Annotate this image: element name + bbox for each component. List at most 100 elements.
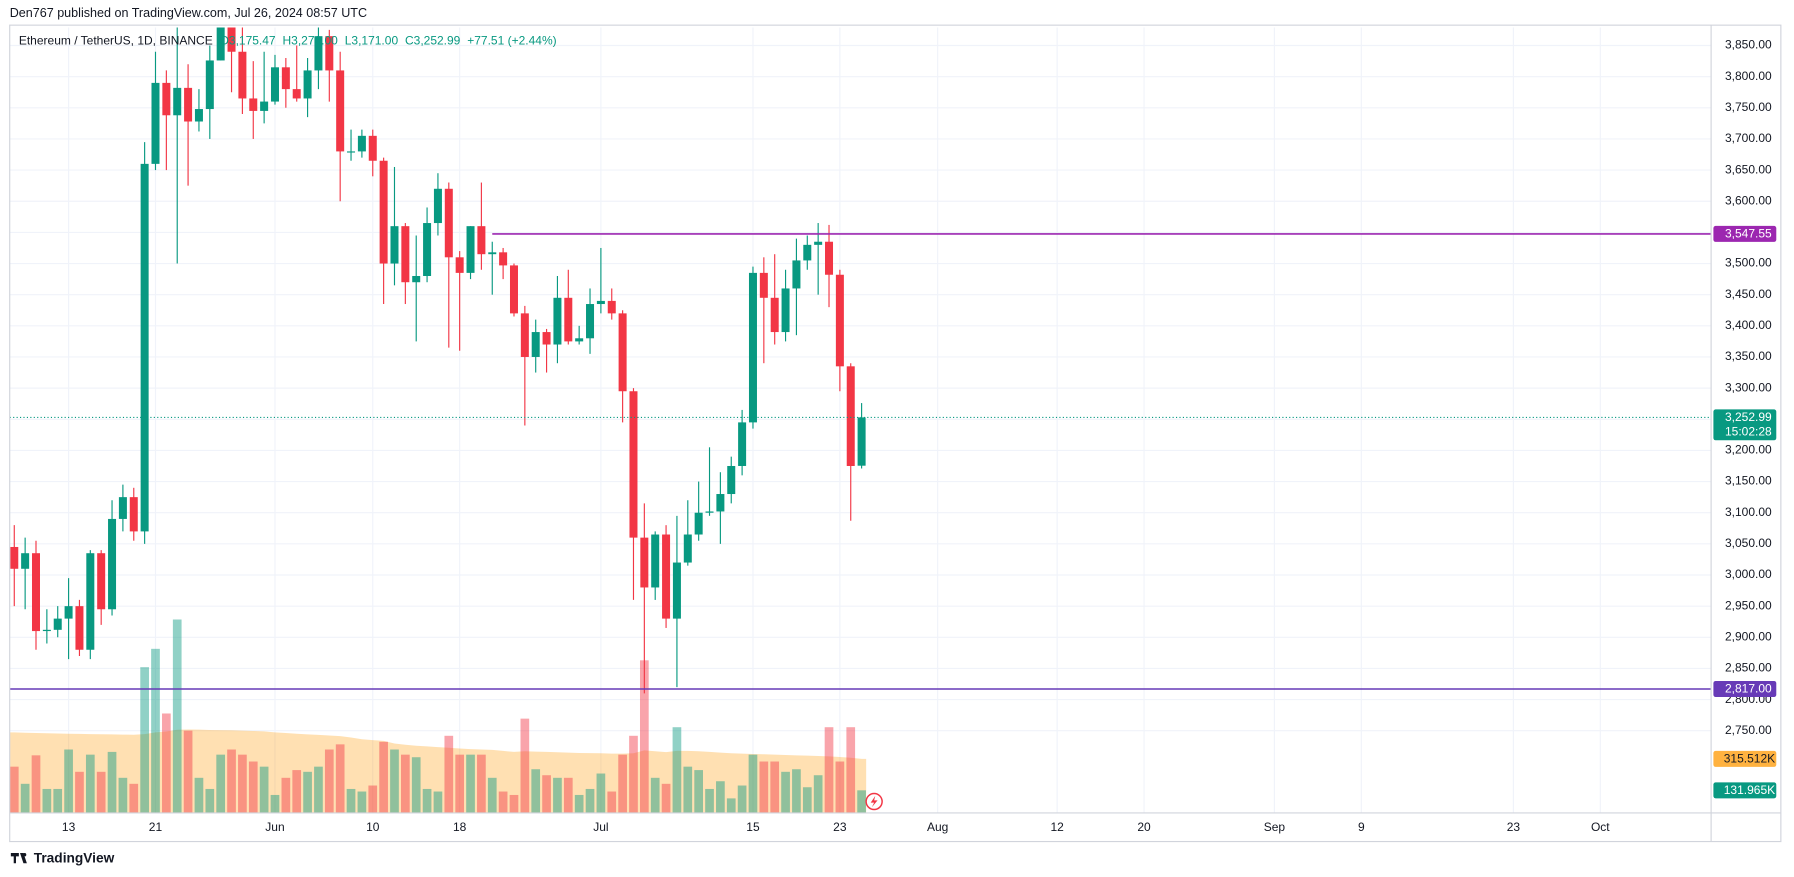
volume-bar (705, 788, 714, 813)
candle-body (716, 494, 725, 512)
volume-bar (672, 727, 682, 813)
candle-body (629, 391, 638, 538)
volume-bar (553, 777, 562, 813)
y-tick-label: 3,300.00 (1725, 380, 1772, 394)
candle-body (205, 60, 214, 110)
candle-body (455, 257, 464, 273)
candle-body (216, 27, 225, 61)
volume-bar (444, 735, 454, 813)
countdown: 15:02:28 (1725, 424, 1772, 438)
volume-bar (96, 771, 106, 813)
volume-bar (846, 727, 856, 813)
volume-bar (781, 771, 790, 813)
volume-bar (639, 660, 649, 813)
candle-body (662, 534, 671, 619)
candle-body (184, 87, 193, 122)
volume-bar (585, 788, 595, 813)
volume-bar (477, 754, 486, 813)
y-tick-label: 3,200.00 (1725, 443, 1772, 457)
volume-bar (824, 727, 834, 813)
volume-bar (151, 648, 160, 813)
candle-body (857, 417, 866, 466)
volume-bar (238, 754, 247, 813)
candle-body (260, 101, 269, 111)
volume-bar (216, 754, 226, 813)
volume-bar (227, 749, 236, 813)
volume-bar (650, 777, 660, 813)
volume-bar (303, 771, 312, 813)
x-tick-label: 23 (1507, 820, 1521, 834)
volume-bar (835, 761, 845, 813)
candle-body (314, 36, 323, 71)
x-tick-label: Jul (593, 820, 608, 834)
volume-bar (466, 754, 475, 813)
candle-body (347, 151, 356, 153)
volume-bar (574, 794, 584, 813)
volume-bar (498, 791, 508, 813)
candle-body (64, 606, 73, 619)
x-tick-label: 15 (746, 820, 760, 834)
candle-body (86, 553, 95, 650)
volume-ma-area (9, 729, 867, 813)
volume-bar (172, 619, 182, 813)
candle-body (814, 241, 823, 245)
candle-body (227, 27, 236, 52)
y-tick-label: 3,450.00 (1725, 287, 1772, 301)
candle-body (531, 332, 540, 357)
candle-body (336, 70, 345, 152)
brand: TradingView (34, 850, 115, 865)
ohlc-value: O3,175.47 (220, 33, 276, 47)
volume-bar (107, 751, 117, 813)
candle-body (846, 366, 855, 466)
y-tick-label: 3,100.00 (1725, 505, 1772, 519)
candle-body (357, 135, 366, 152)
last-price-label: 3,252.99 (1725, 410, 1772, 424)
candle-body (618, 313, 627, 392)
candle-body (575, 338, 584, 342)
volume-bar (53, 788, 63, 813)
y-tick-label: 3,850.00 (1725, 38, 1772, 52)
y-tick-label: 3,050.00 (1725, 536, 1772, 550)
volume-bar (292, 770, 302, 813)
ma-label-box (1713, 750, 1777, 767)
candle-body (31, 553, 41, 632)
candle-body (835, 274, 844, 367)
candle-body (466, 226, 475, 273)
volume-label-box (1713, 782, 1777, 799)
volume-bar (42, 788, 52, 813)
ohlc-value: H3,276.00 (282, 33, 338, 47)
grid: 2,750.002,800.002,850.002,900.002,950.00… (9, 27, 1772, 834)
candle-body (607, 300, 616, 314)
y-tick-label: 3,150.00 (1725, 474, 1772, 488)
price-label-box (1713, 225, 1777, 242)
candle-body (390, 226, 399, 264)
volume-bar (411, 757, 421, 813)
candle-body (781, 288, 790, 333)
plot-area (9, 27, 1712, 813)
volume-bar (607, 791, 617, 813)
candle-body (803, 244, 812, 261)
volume-bar (346, 788, 356, 813)
candle-body (564, 297, 573, 342)
volume-bar (85, 754, 95, 813)
volume-bar (726, 798, 736, 813)
y-tick-label: 3,800.00 (1725, 69, 1772, 83)
candle-body (705, 511, 714, 513)
ohlc-value: +77.51 (+2.44%) (467, 33, 556, 47)
volume-bar (694, 770, 704, 813)
candle-body (151, 82, 160, 164)
candle-body (423, 223, 432, 276)
y-tick-label: 3,750.00 (1725, 100, 1772, 114)
volume-bar (563, 777, 573, 813)
volume-bar (64, 749, 73, 813)
volume-bar (368, 785, 378, 813)
volume-bar (661, 783, 671, 813)
chart-frame (9, 24, 1782, 843)
x-tick-label: 10 (366, 820, 380, 834)
volume-bar (716, 781, 725, 813)
y-tick-label: 3,700.00 (1725, 131, 1772, 145)
last-price-box (1713, 409, 1777, 441)
candle-body (97, 553, 106, 610)
volume-bar (487, 777, 497, 813)
x-tick-label: 13 (62, 820, 76, 834)
